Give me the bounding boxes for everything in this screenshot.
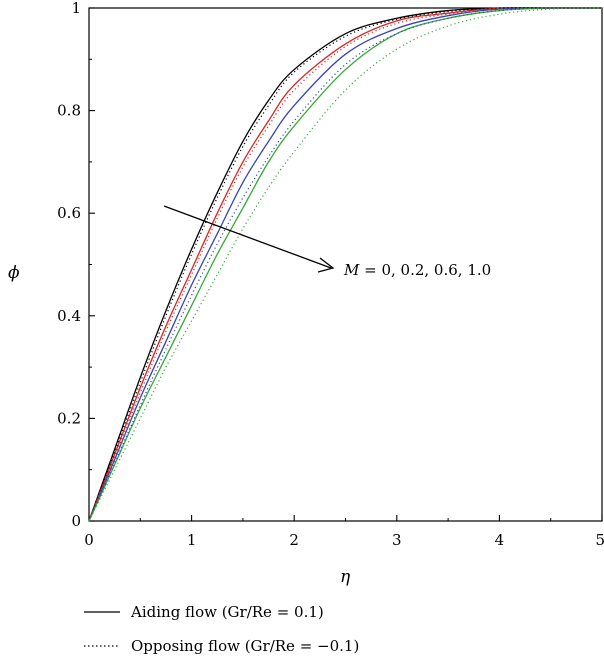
annotation-label: M = 0, 0.2, 0.6, 1.0 <box>343 261 491 279</box>
y-ticks: 0 0.2 0.4 0.6 0.8 1 <box>57 0 95 530</box>
legend: Aiding flow (Gr/Re = 0.1) Opposing flow … <box>84 603 359 655</box>
annotation-values: = 0, 0.2, 0.6, 1.0 <box>359 261 491 279</box>
x-tick-label: 2 <box>289 531 299 549</box>
x-tick-label: 0 <box>84 531 94 549</box>
y-tick-label: 0.6 <box>57 204 81 222</box>
y-tick-label: 0.2 <box>57 409 81 427</box>
y-tick-label: 0.4 <box>57 307 81 325</box>
series-line-5-dotted <box>88 7 602 522</box>
annotation-arrow-line <box>163 205 332 269</box>
y-tick-label: 0.8 <box>57 102 81 120</box>
legend-entry-opposing: Opposing flow (Gr/Re = −0.1) <box>131 637 359 655</box>
y-axis-label: ϕ <box>8 263 20 283</box>
x-tick-label: 5 <box>595 531 604 549</box>
x-axis-label: η <box>340 567 351 587</box>
series-lines <box>88 6 603 522</box>
x-ticks: 0 1 2 3 4 5 <box>84 515 604 549</box>
series-line-8-dotted <box>88 7 603 522</box>
y-tick-label: 0 <box>71 512 81 530</box>
legend-entry-aiding: Aiding flow (Gr/Re = 0.1) <box>130 603 324 621</box>
x-tick-label: 4 <box>495 531 505 549</box>
annotation-symbol: M <box>343 261 360 279</box>
x-tick-label: 3 <box>392 531 402 549</box>
annotation-arrowhead <box>317 257 335 273</box>
x-tick-label: 1 <box>187 531 197 549</box>
y-tick-label: 1 <box>71 0 81 17</box>
series-line-7-dotted <box>88 7 603 522</box>
